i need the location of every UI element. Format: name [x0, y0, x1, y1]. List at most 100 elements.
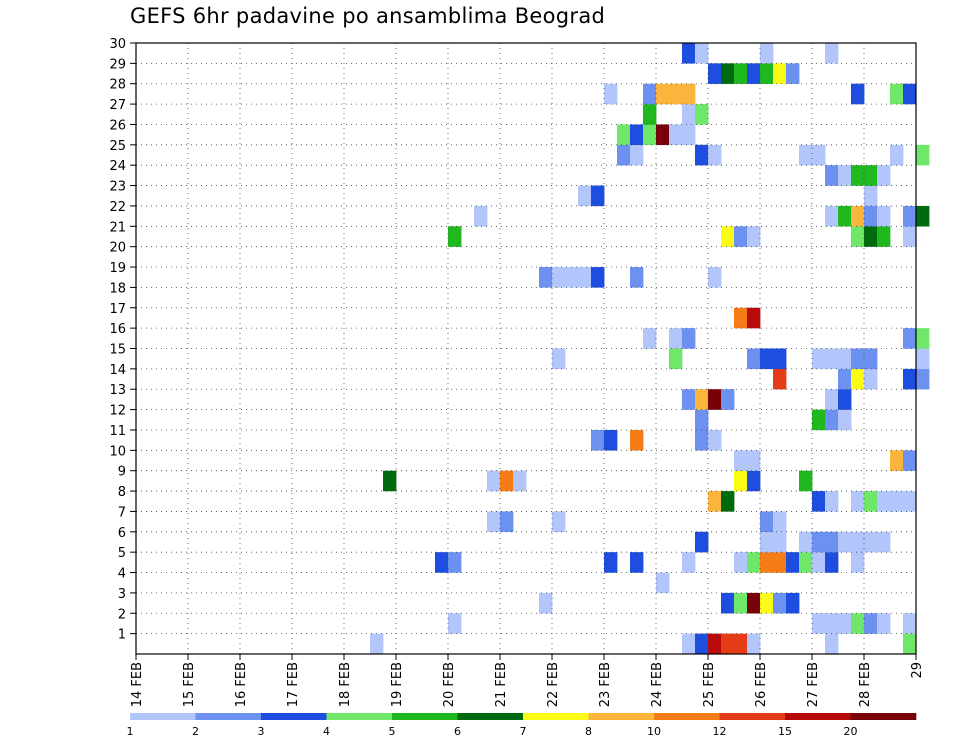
- heatmap-cell: [825, 531, 839, 553]
- heatmap-cell: [812, 491, 826, 512]
- heatmap-cell: [721, 491, 735, 512]
- heatmap-cell: [643, 104, 657, 125]
- x-tick-label: 28 FEB: [858, 662, 873, 707]
- heatmap-cell: [825, 613, 839, 634]
- heatmap-cell: [734, 450, 748, 471]
- heatmap-cell: [500, 511, 514, 532]
- heatmap-cell: [630, 552, 644, 573]
- heatmap-cell: [708, 429, 722, 451]
- y-tick-label: 14: [109, 363, 126, 378]
- heatmap-cell: [721, 226, 735, 247]
- heatmap-cell: [916, 348, 930, 370]
- heatmap-cell: [630, 429, 644, 451]
- y-tick-label: 9: [118, 465, 126, 480]
- heatmap-cell: [591, 185, 605, 207]
- heatmap-cell: [812, 409, 826, 431]
- heatmap-cell: [838, 368, 852, 390]
- heatmap-cell: [903, 491, 917, 512]
- heatmap-cell: [812, 348, 826, 370]
- y-tick-label: 25: [109, 139, 126, 154]
- heatmap-cell: [838, 205, 852, 227]
- heatmap-cell: [435, 552, 449, 573]
- heatmap-cell: [695, 43, 709, 64]
- colorbar-segment: [457, 713, 524, 720]
- heatmap-cell: [539, 592, 553, 614]
- y-tick-label: 24: [109, 159, 126, 174]
- colorbar-label: 8: [585, 725, 592, 738]
- heatmap-cell: [370, 633, 384, 655]
- x-tick-label: 29: [910, 662, 925, 679]
- x-tick-label: 21 FEB: [494, 662, 509, 707]
- heatmap-cell: [799, 144, 813, 166]
- heatmap-cell: [799, 552, 813, 573]
- heatmap-cell: [864, 226, 878, 247]
- heatmap-cell: [552, 511, 566, 532]
- heatmap-cell: [682, 328, 696, 349]
- heatmap-cell: [864, 491, 878, 512]
- heatmap-cell: [825, 389, 839, 410]
- heatmap-cell: [903, 205, 917, 227]
- heatmap-cell: [669, 83, 683, 105]
- heatmap-cell: [773, 552, 787, 573]
- y-tick-label: 2: [118, 607, 126, 622]
- heatmap-cell: [877, 205, 891, 227]
- heatmap-cell: [851, 613, 865, 634]
- heatmap-cell: [578, 185, 592, 207]
- heatmap-cell: [747, 307, 761, 329]
- heatmap-cell: [682, 552, 696, 573]
- heatmap-cell: [903, 613, 917, 634]
- heatmap-cell: [682, 104, 696, 125]
- heatmap-cell: [708, 267, 722, 288]
- x-tick-label: 22 FEB: [546, 662, 561, 707]
- x-tick-label: 16 FEB: [234, 662, 249, 707]
- y-tick-label: 5: [118, 546, 126, 561]
- heatmap-cell: [864, 165, 878, 186]
- heatmap-cell: [773, 511, 787, 532]
- y-tick-label: 23: [109, 180, 126, 195]
- heatmap-cell: [721, 389, 735, 410]
- colorbar-label: 5: [389, 725, 396, 738]
- heatmap-cell: [786, 592, 800, 614]
- heatmap-cell: [669, 124, 683, 146]
- x-tick-label: 24 FEB: [650, 662, 665, 707]
- heatmap-cell: [539, 267, 553, 288]
- heatmap-cell: [773, 63, 787, 84]
- heatmap-cell: [864, 205, 878, 227]
- colorbar-segment: [654, 713, 720, 720]
- colorbar-segment: [719, 713, 786, 720]
- heatmap-cell: [851, 348, 865, 370]
- heatmap-cell: [747, 226, 761, 247]
- heatmap-cell: [747, 450, 761, 471]
- heatmap-cell: [864, 368, 878, 390]
- heatmap-cell: [916, 328, 930, 349]
- heatmap-cell: [695, 429, 709, 451]
- heatmap-cell: [500, 470, 514, 492]
- heatmap-cell: [851, 83, 865, 105]
- heatmap-cell: [903, 633, 917, 655]
- y-tick-label: 1: [118, 628, 126, 643]
- heatmap-cell: [877, 531, 891, 553]
- heatmap-cell: [747, 633, 761, 655]
- heatmap-cell: [916, 205, 930, 227]
- heatmap-cell: [565, 267, 579, 288]
- heatmap-cell: [604, 429, 618, 451]
- x-tick-label: 17 FEB: [286, 662, 301, 707]
- heatmap-cell: [513, 470, 527, 492]
- heatmap-cell: [838, 613, 852, 634]
- colorbar-label: 10: [647, 725, 661, 738]
- colorbar-segment: [523, 713, 589, 720]
- y-tick-label: 7: [118, 505, 126, 520]
- heatmap-cell: [838, 409, 852, 431]
- heatmap-cell: [708, 633, 722, 655]
- heatmap-cell: [773, 368, 787, 390]
- colorbar-label: 4: [323, 725, 330, 738]
- heatmap-cell: [773, 592, 787, 614]
- heatmap-cell: [799, 531, 813, 553]
- y-tick-label: 13: [109, 383, 126, 398]
- heatmap-cell: [734, 552, 748, 573]
- heatmap-cell: [474, 205, 488, 227]
- y-tick-label: 22: [109, 200, 126, 215]
- heatmap-cell: [812, 531, 826, 553]
- heatmap-cell: [604, 83, 618, 105]
